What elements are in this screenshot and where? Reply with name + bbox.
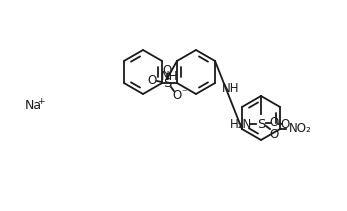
Text: O: O — [280, 118, 290, 130]
Text: NO₂: NO₂ — [289, 123, 311, 135]
Text: NH: NH — [161, 69, 178, 83]
Text: S: S — [257, 118, 265, 130]
Text: Na: Na — [25, 99, 42, 111]
Text: H₂N: H₂N — [230, 118, 252, 130]
Text: O: O — [162, 64, 171, 77]
Text: S: S — [163, 77, 171, 89]
Text: O: O — [172, 88, 181, 101]
Text: O: O — [269, 115, 279, 128]
Text: NH: NH — [222, 81, 239, 95]
Text: ⁻: ⁻ — [181, 88, 187, 98]
Text: O: O — [147, 73, 156, 87]
Text: O: O — [269, 127, 279, 141]
Text: +: + — [37, 96, 45, 106]
